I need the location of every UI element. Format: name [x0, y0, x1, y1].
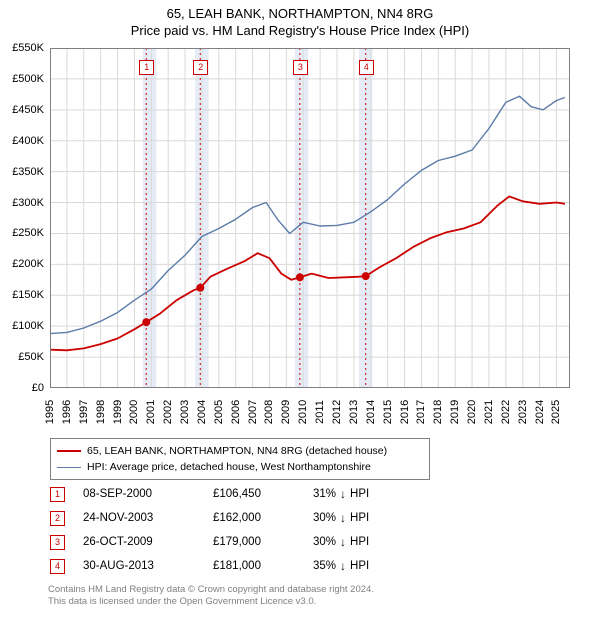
- sale-marker-1: 1: [139, 60, 154, 75]
- legend-label-hpi: HPI: Average price, detached house, West…: [87, 461, 371, 473]
- sale-price: £106,450: [213, 488, 313, 500]
- x-tick-label: 2011: [314, 400, 326, 424]
- x-tick-label: 1996: [61, 400, 73, 424]
- sale-row: 4 30-AUG-2013£181,00035% ↓ HPI: [50, 554, 470, 578]
- sale-diff-vs: HPI: [350, 512, 369, 524]
- sale-diff-pct: 30%: [313, 512, 336, 524]
- arrow-down-icon: ↓: [340, 488, 346, 500]
- x-tick-label: 2005: [213, 400, 225, 424]
- sale-diff: 30% ↓ HPI: [313, 536, 369, 548]
- y-tick-label: £400K: [12, 135, 44, 147]
- x-tick-label: 1997: [78, 400, 90, 424]
- x-tick-label: 1998: [95, 400, 107, 424]
- y-tick-label: £50K: [18, 351, 44, 363]
- chart-svg: [50, 48, 570, 388]
- chart-title-line2: Price paid vs. HM Land Registry's House …: [0, 21, 600, 42]
- sale-row-marker: 2: [50, 511, 65, 526]
- x-tick-label: 2009: [280, 400, 292, 424]
- x-tick-label: 2008: [263, 400, 275, 424]
- x-tick-label: 2024: [534, 400, 546, 424]
- y-tick-label: £350K: [12, 166, 44, 178]
- x-tick-label: 2012: [331, 400, 343, 424]
- sale-marker-3: 3: [293, 60, 308, 75]
- sale-diff-vs: HPI: [350, 560, 369, 572]
- sale-marker-2: 2: [193, 60, 208, 75]
- x-tick-label: 2018: [432, 400, 444, 424]
- x-tick-label: 2006: [230, 400, 242, 424]
- x-tick-label: 2004: [196, 400, 208, 424]
- sale-date: 26-OCT-2009: [83, 536, 213, 548]
- x-tick-label: 2023: [517, 400, 529, 424]
- x-axis-labels: 1995199619971998199920002001200220032004…: [50, 390, 570, 440]
- y-tick-label: £300K: [12, 197, 44, 209]
- y-tick-label: £450K: [12, 104, 44, 116]
- y-tick-label: £250K: [12, 227, 44, 239]
- sale-row-marker: 1: [50, 487, 65, 502]
- sale-diff-vs: HPI: [350, 536, 369, 548]
- sale-diff: 30% ↓ HPI: [313, 512, 369, 524]
- plot-area: 1 2 3 4: [50, 48, 570, 388]
- legend: 65, LEAH BANK, NORTHAMPTON, NN4 8RG (det…: [50, 438, 430, 480]
- y-tick-label: £200K: [12, 258, 44, 270]
- x-tick-label: 2014: [365, 400, 377, 424]
- sales-table: 1 08-SEP-2000£106,45031% ↓ HPI 2 24-NOV-2003…: [50, 482, 470, 578]
- x-tick-label: 1995: [44, 400, 56, 424]
- chart-container: 65, LEAH BANK, NORTHAMPTON, NN4 8RG Pric…: [0, 0, 600, 620]
- legend-item-hpi: HPI: Average price, detached house, West…: [57, 459, 423, 475]
- y-axis-labels: £0£50K£100K£150K£200K£250K£300K£350K£400…: [0, 48, 48, 388]
- sale-row: 3 26-OCT-2009£179,00030% ↓ HPI: [50, 530, 470, 554]
- x-tick-label: 2002: [162, 400, 174, 424]
- x-tick-label: 2019: [449, 400, 461, 424]
- sale-row: 1 08-SEP-2000£106,45031% ↓ HPI: [50, 482, 470, 506]
- x-tick-label: 2015: [382, 400, 394, 424]
- sale-date: 08-SEP-2000: [83, 488, 213, 500]
- sale-diff-pct: 31%: [313, 488, 336, 500]
- x-tick-label: 2001: [145, 400, 157, 424]
- sale-diff-pct: 35%: [313, 560, 336, 572]
- x-tick-label: 2016: [399, 400, 411, 424]
- x-tick-label: 2017: [415, 400, 427, 424]
- x-tick-label: 2025: [550, 400, 562, 424]
- arrow-down-icon: ↓: [340, 536, 346, 548]
- x-tick-label: 2022: [500, 400, 512, 424]
- x-tick-label: 2021: [483, 400, 495, 424]
- sale-date: 24-NOV-2003: [83, 512, 213, 524]
- legend-label-property: 65, LEAH BANK, NORTHAMPTON, NN4 8RG (det…: [87, 445, 387, 457]
- x-tick-label: 2013: [348, 400, 360, 424]
- sale-marker-4: 4: [359, 60, 374, 75]
- x-tick-label: 2003: [179, 400, 191, 424]
- x-tick-label: 2007: [247, 400, 259, 424]
- footer-attribution: Contains HM Land Registry data © Crown c…: [48, 584, 374, 608]
- sale-row-marker: 3: [50, 535, 65, 550]
- y-tick-label: £550K: [12, 42, 44, 54]
- x-tick-label: 1999: [112, 400, 124, 424]
- footer-line1: Contains HM Land Registry data © Crown c…: [48, 584, 374, 596]
- legend-swatch-hpi: [57, 467, 81, 468]
- legend-item-property: 65, LEAH BANK, NORTHAMPTON, NN4 8RG (det…: [57, 443, 423, 459]
- arrow-down-icon: ↓: [340, 512, 346, 524]
- footer-line2: This data is licensed under the Open Gov…: [48, 596, 374, 608]
- sale-price: £162,000: [213, 512, 313, 524]
- sale-row: 2 24-NOV-2003£162,00030% ↓ HPI: [50, 506, 470, 530]
- x-tick-label: 2010: [297, 400, 309, 424]
- y-tick-label: £100K: [12, 320, 44, 332]
- sale-date: 30-AUG-2013: [83, 560, 213, 572]
- legend-swatch-property: [57, 450, 81, 452]
- sale-diff: 35% ↓ HPI: [313, 560, 369, 572]
- chart-title-line1: 65, LEAH BANK, NORTHAMPTON, NN4 8RG: [0, 0, 600, 21]
- x-tick-label: 2000: [128, 400, 140, 424]
- x-tick-label: 2020: [466, 400, 478, 424]
- y-tick-label: £150K: [12, 289, 44, 301]
- sale-price: £179,000: [213, 536, 313, 548]
- sale-price: £181,000: [213, 560, 313, 572]
- y-tick-label: £500K: [12, 73, 44, 85]
- y-tick-label: £0: [32, 382, 44, 394]
- sale-diff-vs: HPI: [350, 488, 369, 500]
- sale-row-marker: 4: [50, 559, 65, 574]
- sale-diff-pct: 30%: [313, 536, 336, 548]
- arrow-down-icon: ↓: [340, 560, 346, 572]
- sale-diff: 31% ↓ HPI: [313, 488, 369, 500]
